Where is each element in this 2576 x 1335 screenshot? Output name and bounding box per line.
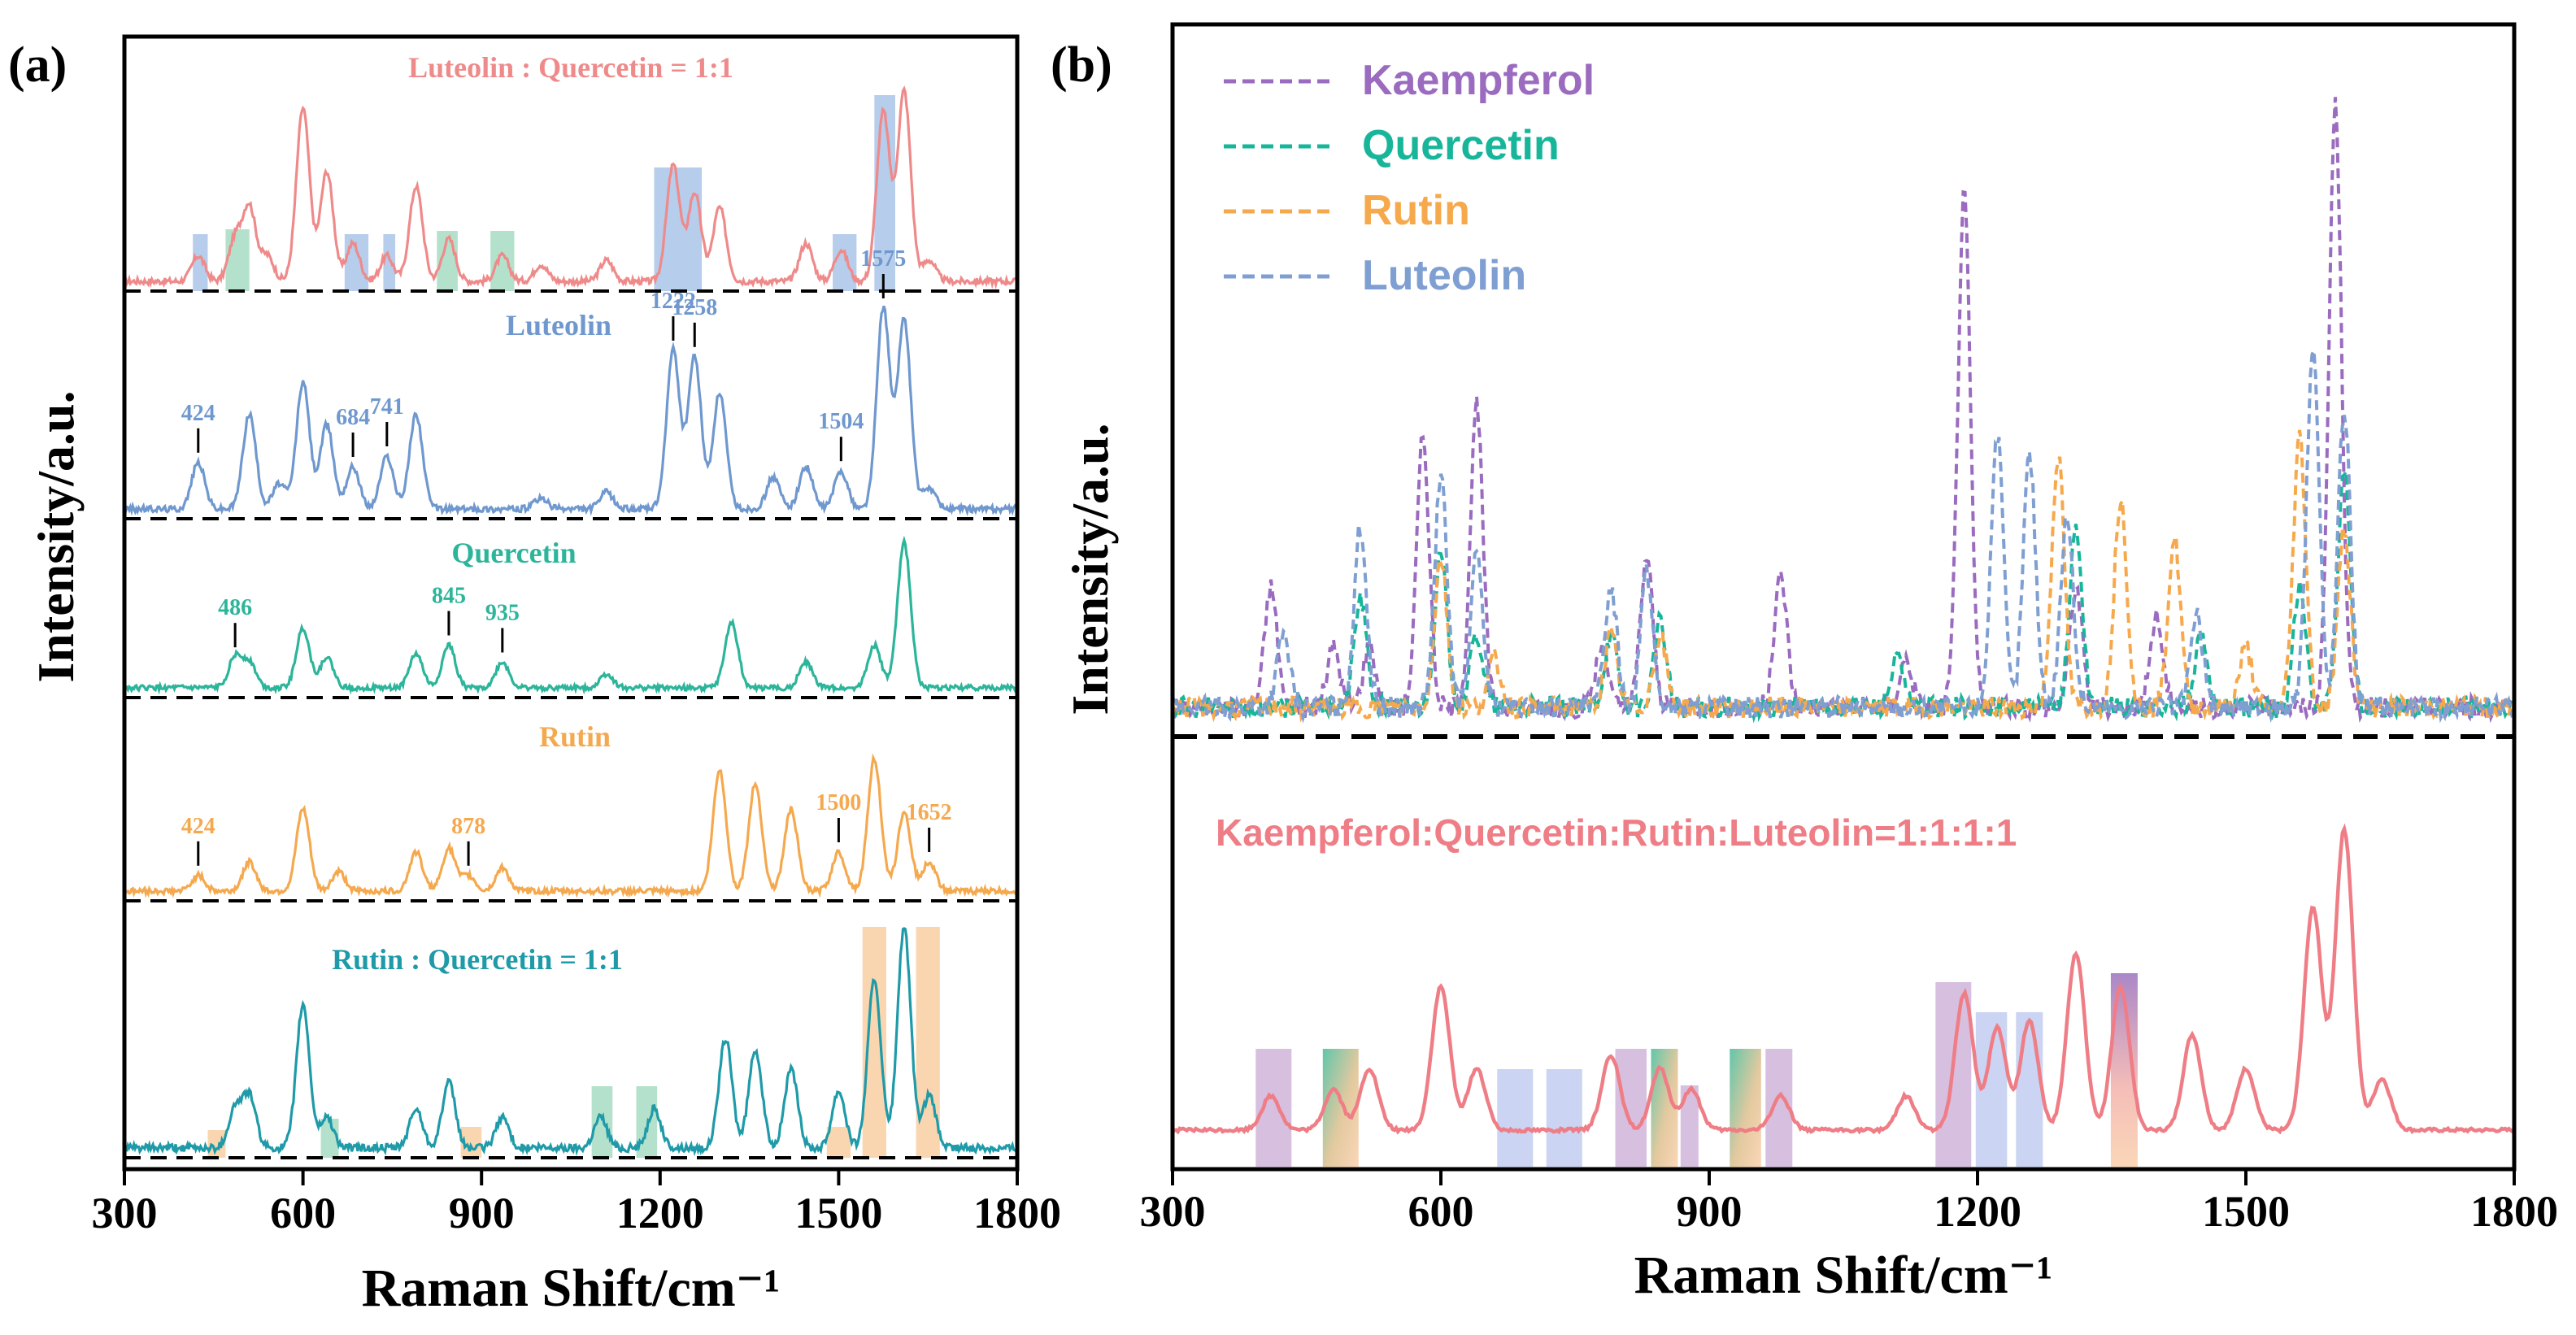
- annotation-label-1-0: 424: [181, 401, 215, 426]
- b-tick-label-1: 600: [1408, 1187, 1474, 1236]
- panel-a-baselines: [124, 289, 1017, 1159]
- spectrum-name-4: Rutin : Quercetin = 1:1: [332, 943, 623, 976]
- annotation-label-2-1: 845: [432, 584, 466, 609]
- b-tick-label-3: 1200: [1934, 1187, 2021, 1236]
- band-0-5: [490, 231, 515, 291]
- band-0-2: [344, 234, 369, 291]
- b-tick-label-4: 1500: [2202, 1187, 2290, 1236]
- spectrum-name-2: Quercetin: [451, 537, 576, 569]
- panel-a-x-ticks: 300 600 900 1200 1500 1800: [92, 1169, 1061, 1237]
- band-4-1: [320, 1119, 339, 1158]
- a-tick-label-4: 1500: [794, 1189, 882, 1237]
- mixture-band-11: [2016, 1012, 2043, 1167]
- a-tick-label-2: 900: [449, 1189, 515, 1237]
- series-luteolin: [1171, 350, 2516, 724]
- spectrum-1: [123, 305, 1019, 517]
- panel-a-bands: [193, 95, 940, 1158]
- mixture-band-2: [1497, 1069, 1534, 1167]
- panel-a-frame: [122, 34, 1020, 1172]
- annotation-label-3-0: 424: [181, 814, 215, 839]
- annotation-label-1-1: 684: [336, 405, 370, 430]
- panel-b-mixture-label: Kaempferol:Quercetin:Rutin:Luteolin=1:1:…: [1216, 811, 2017, 854]
- band-4-6: [862, 927, 886, 1158]
- mixture-band-4: [1615, 1049, 1647, 1167]
- annotation-label-1-6: 1575: [860, 246, 906, 272]
- spectrum-3: [123, 753, 1019, 898]
- band-0-7: [833, 234, 857, 291]
- a-tick-label-3: 1200: [616, 1189, 704, 1237]
- annotation-label-1-5: 1504: [818, 409, 864, 434]
- annotation-label-2-2: 935: [485, 601, 520, 626]
- spectrum-0: [124, 85, 1019, 290]
- a-tick-label-0: 300: [92, 1189, 158, 1237]
- annotation-label-2-0: 486: [218, 595, 252, 620]
- band-0-0: [193, 234, 208, 291]
- legend-label-3: Luteolin: [1362, 252, 1526, 299]
- band-0-1: [225, 229, 250, 291]
- a-tick-label-1: 600: [270, 1189, 336, 1237]
- panel-b-x-axis-label: Raman Shift/cm⁻¹: [1634, 1246, 2053, 1305]
- band-0-3: [383, 234, 396, 291]
- panel-a-spectrum-names: Luteolin : Quercetin = 1:1 Luteolin Querce…: [332, 51, 733, 976]
- legend-label-2: Rutin: [1362, 187, 1470, 234]
- b-tick-label-0: 300: [1140, 1187, 1206, 1236]
- spectrum-4: [124, 927, 1018, 1157]
- spectrum-name-3: Rutin: [539, 720, 611, 753]
- panel-b-mixture: [1171, 823, 2516, 1135]
- panel-a-y-axis-label: Intensity/a.u.: [27, 390, 85, 682]
- b-tick-label-5: 1800: [2470, 1187, 2558, 1236]
- spectrum-2: [123, 535, 1019, 695]
- band-4-3: [591, 1086, 613, 1158]
- annotation-label-3-2: 1500: [816, 790, 861, 815]
- spectrum-name-0: Luteolin : Quercetin = 1:1: [408, 51, 733, 84]
- mixture-band-7: [1730, 1049, 1761, 1167]
- mixture-spectrum: [1171, 823, 2516, 1135]
- panel-a-x-axis-label: Raman Shift/cm⁻¹: [362, 1259, 781, 1318]
- mixture-band-6: [1680, 1085, 1699, 1167]
- spectrum-name-1: Luteolin: [506, 309, 611, 341]
- mixture-band-1: [1322, 1049, 1359, 1167]
- panel-b-y-axis-label: Intensity/a.u.: [1061, 423, 1119, 715]
- annotation-label-3-3: 1652: [907, 800, 952, 825]
- legend-label-0: Kaempferol: [1362, 57, 1595, 104]
- panel-a-label: (a): [8, 37, 67, 93]
- panel-b: (b) Intensity/a.u. Kaempferol:Quercetin:…: [1051, 22, 2558, 1305]
- legend: Kaempferol Quercetin Rutin Luteolin: [1224, 57, 1595, 299]
- band-4-5: [826, 1127, 851, 1158]
- annotation-label-3-1: 878: [451, 814, 485, 839]
- a-tick-label-5: 1800: [973, 1189, 1061, 1237]
- b-tick-label-2: 900: [1677, 1187, 1743, 1236]
- band-0-8: [874, 95, 895, 291]
- mixture-band-0: [1255, 1049, 1292, 1167]
- annotation-label-1-3: 1222: [651, 289, 696, 314]
- panel-b-series: [1171, 97, 2516, 724]
- panel-b-x-ticks: 300 600 900 1200 1500 1800: [1140, 1169, 2558, 1236]
- annotation-label-1-2: 741: [370, 394, 404, 420]
- annotation-label-1-4: 1258: [672, 295, 717, 320]
- panel-b-frame: [1170, 22, 2517, 1172]
- mixture-band-3: [1546, 1069, 1582, 1167]
- legend-label-1: Quercetin: [1362, 122, 1560, 169]
- panel-b-label: (b): [1051, 37, 1112, 93]
- panel-a-spectra: [123, 85, 1019, 1157]
